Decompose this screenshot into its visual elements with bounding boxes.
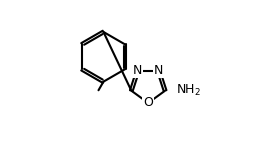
Text: O: O [143, 96, 153, 109]
Text: N: N [154, 64, 163, 77]
Text: NH$_2$: NH$_2$ [176, 83, 201, 98]
Text: N: N [133, 64, 143, 77]
